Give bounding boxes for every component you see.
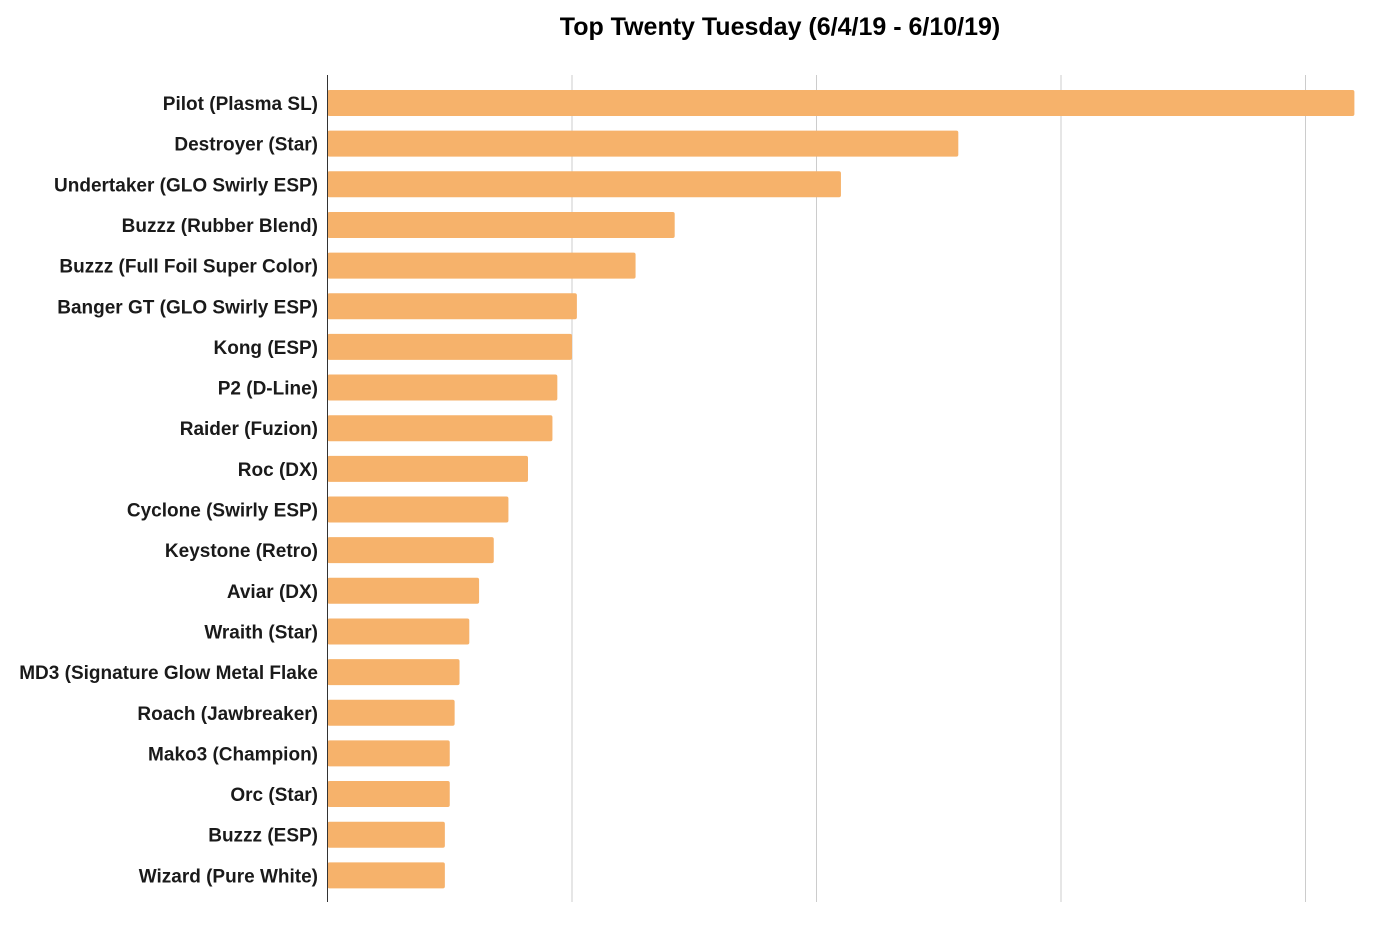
bar	[327, 455, 528, 482]
bar	[327, 90, 1355, 116]
bar	[327, 699, 455, 726]
bar	[327, 252, 636, 279]
category-label: Buzzz (Rubber Blend)	[122, 216, 318, 237]
category-label: Roc (DX)	[238, 460, 318, 481]
category-label: Wraith (Star)	[204, 622, 318, 643]
category-label: Kong (ESP)	[214, 338, 319, 359]
category-label: Buzzz (ESP)	[208, 826, 318, 847]
bar	[327, 577, 480, 604]
bar	[327, 293, 577, 320]
bar	[327, 415, 553, 442]
bar	[327, 333, 572, 360]
chart-title: Top Twenty Tuesday (6/4/19 - 6/10/19)	[560, 13, 1000, 41]
category-label: MD3 (Signature Glow Metal Flake	[19, 663, 318, 684]
bars	[327, 90, 1355, 889]
category-label: Buzzz (Full Foil Super Color)	[59, 257, 318, 278]
bar	[327, 171, 841, 198]
category-label: Destroyer (Star)	[174, 135, 318, 156]
category-label: Cyclone (Swirly ESP)	[127, 501, 318, 522]
bar	[327, 618, 470, 645]
bar	[327, 496, 509, 523]
category-label: Aviar (DX)	[227, 582, 318, 603]
bar	[327, 537, 494, 564]
bar	[327, 211, 675, 238]
category-label: Roach (Jawbreaker)	[137, 704, 318, 725]
category-label: Keystone (Retro)	[165, 541, 318, 562]
bar	[327, 862, 445, 889]
bar	[327, 374, 558, 401]
category-label: Pilot (Plasma SL)	[163, 94, 318, 115]
bar	[327, 740, 450, 767]
category-label: Orc (Star)	[230, 785, 318, 806]
category-label: Undertaker (GLO Swirly ESP)	[54, 175, 318, 196]
gridlines	[571, 75, 1306, 902]
bar	[327, 130, 959, 157]
bar	[327, 659, 460, 686]
category-label: Wizard (Pure White)	[139, 866, 318, 887]
category-label: Mako3 (Champion)	[148, 744, 318, 765]
category-label: Banger GT (GLO Swirly ESP)	[57, 297, 318, 318]
category-label: Raider (Fuzion)	[180, 419, 318, 440]
category-label: P2 (D-Line)	[218, 379, 318, 400]
category-labels: Pilot (Plasma SL) Destroyer (Star) Underta…	[19, 94, 318, 887]
bar	[327, 781, 450, 808]
bar	[327, 821, 445, 848]
